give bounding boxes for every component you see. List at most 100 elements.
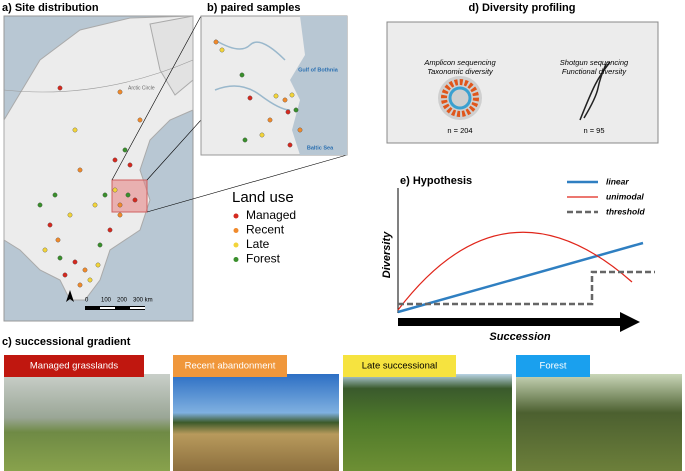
stage-photo (173, 374, 339, 471)
panel-title: c) successional gradient (2, 336, 131, 348)
site-dot (132, 197, 138, 203)
site-dot (117, 89, 123, 95)
site-dot (57, 85, 63, 91)
panel-title: e) Hypothesis (400, 175, 472, 187)
axis-label: Diversity (381, 231, 393, 278)
site-dot (47, 222, 53, 228)
site-dot (287, 142, 293, 148)
site-dot (112, 187, 118, 193)
site-dot (107, 227, 113, 233)
panel-title: b) paired samples (207, 2, 301, 14)
amplicon-icon (441, 79, 479, 117)
map-label: Gulf of Bothnia (298, 67, 339, 73)
hypothesis-curve (397, 231, 633, 311)
site-dot (122, 147, 128, 153)
legend-dot (233, 213, 239, 219)
panel-title: d) Diversity profiling (469, 2, 576, 14)
legend-label: Managed (246, 208, 296, 222)
method-name: Amplicon sequencing (423, 58, 496, 67)
x-arrow (398, 312, 640, 332)
site-dot (289, 92, 295, 98)
site-dot (127, 162, 133, 168)
site-dot (102, 192, 108, 198)
legend-label: Recent (246, 223, 285, 237)
site-dot (297, 127, 303, 133)
site-dot (77, 282, 83, 288)
arctic-circle (3, 59, 194, 93)
stage-label: Late successional (362, 361, 438, 372)
site-dot (267, 117, 273, 123)
land-finland (149, 15, 194, 96)
stage-label: Managed grasslands (30, 361, 118, 372)
scale-labels: 0 100 200 300 km (85, 298, 153, 304)
legend-dot (233, 242, 239, 248)
site-dot (87, 277, 93, 283)
legend-dot (233, 228, 239, 233)
map-label: Baltic Sea (307, 145, 334, 151)
site-dot (213, 39, 219, 45)
site-dot (52, 192, 58, 198)
sample-size: n = 95 (583, 126, 604, 135)
stage-label-box (173, 355, 287, 377)
site-dot (72, 259, 78, 265)
site-dot (247, 95, 253, 101)
scale-label: 200 (117, 298, 128, 304)
stage-label: Forest (540, 361, 567, 372)
stage-photo (343, 374, 512, 471)
site-dot (282, 97, 288, 103)
legend-title: Land use (232, 189, 294, 206)
panel-title: a) Site distribution (2, 2, 99, 14)
site-dot (273, 93, 279, 99)
site-dot (259, 132, 265, 138)
site-dot (285, 109, 291, 115)
legend-dot (233, 257, 239, 262)
zoom-line (111, 15, 202, 181)
site-dot (95, 262, 101, 268)
river (214, 85, 291, 111)
legend-label: unimodal (606, 191, 644, 201)
axis-label: Succession (489, 331, 550, 343)
scale-bar (130, 307, 145, 309)
site-dot (82, 267, 88, 273)
site-dot (137, 117, 143, 123)
scale-label: 0 (85, 298, 89, 304)
hypothesis-curve (397, 241, 644, 314)
zoom-line (146, 154, 348, 213)
river (214, 39, 286, 61)
legend-label: linear (606, 176, 629, 186)
scale-bar (100, 307, 115, 309)
north-arrow (66, 290, 74, 302)
site-dot (125, 192, 131, 198)
site-dot (239, 72, 245, 78)
map-label: Arctic Circle (128, 85, 155, 91)
site-dot (117, 212, 123, 218)
stage-photo (516, 374, 682, 471)
site-dots (37, 85, 143, 288)
sea (290, 16, 347, 155)
site-dot (242, 137, 248, 143)
stage-label-box (343, 355, 456, 377)
stage-label: Recent abandonment (185, 361, 276, 372)
dna-icon (579, 61, 611, 121)
hypothesis-lines: linear unimodal threshold (397, 176, 655, 314)
legend-label: Forest (246, 252, 281, 266)
stage-label-box (4, 355, 144, 377)
amplicon-icon (448, 86, 472, 110)
hypothesis-curve (398, 270, 655, 306)
site-dots (213, 39, 303, 148)
method-subtitle: Taxonomic diversity (427, 67, 494, 76)
sample-size: n = 204 (447, 126, 472, 135)
panel-box (386, 21, 659, 144)
site-dot (97, 242, 103, 248)
site-dot (67, 212, 73, 218)
site-dot (37, 202, 43, 208)
site-dot (92, 202, 98, 208)
scale-label: 300 km (133, 298, 153, 304)
site-dot (42, 247, 48, 253)
zoom-line (146, 119, 202, 181)
legend-label: threshold (606, 206, 646, 216)
